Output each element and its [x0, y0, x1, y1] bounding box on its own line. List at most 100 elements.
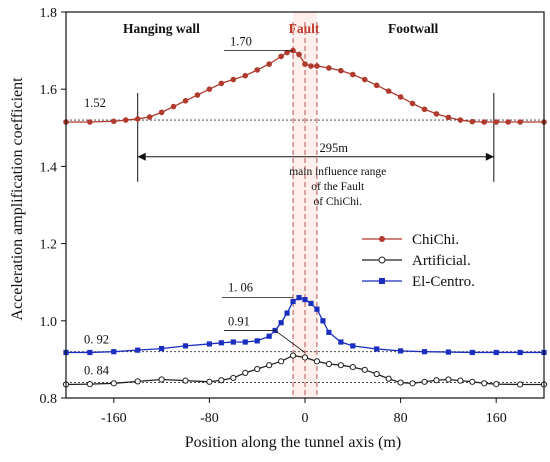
point-3-20: [320, 318, 326, 324]
point-2-26: [445, 376, 452, 383]
annotation-peak-elcentro: 1. 06: [228, 281, 253, 295]
point-3-4: [159, 345, 165, 352]
point-3-8: [230, 339, 236, 345]
influence-distance-label: 295m: [320, 141, 349, 155]
annotation-base-chichi: 1.52: [84, 96, 106, 110]
point-1-39: [517, 119, 523, 125]
point-2-4: [158, 376, 165, 383]
point-2-22: [397, 379, 404, 386]
point-2-15: [313, 358, 321, 365]
leader-0-91-d: [274, 330, 306, 353]
point-2-20: [373, 370, 380, 378]
point-1-5: [146, 114, 153, 120]
point-1-37: [493, 119, 500, 125]
point-1-1: [87, 119, 93, 125]
point-3-27: [445, 349, 451, 355]
y-tick-label: 1.0: [40, 315, 58, 330]
point-2-9: [242, 369, 249, 377]
point-2-1: [86, 381, 94, 388]
point-3-28: [469, 349, 475, 356]
point-2-25: [433, 377, 440, 384]
point-1-38: [505, 119, 511, 125]
point-3-1: [87, 349, 93, 356]
point-1-2: [111, 118, 117, 125]
point-3-10: [254, 338, 260, 344]
point-3-21: [326, 329, 332, 335]
legend: ChiChi. Artificial. El-Centro.: [362, 232, 475, 290]
point-1-29: [397, 94, 404, 100]
point-1-31: [421, 106, 428, 113]
point-2-17: [337, 362, 344, 369]
point-1-34: [457, 117, 464, 123]
influence-arrow-right: [485, 152, 494, 161]
y-tick-label: 1.6: [40, 83, 58, 98]
point-2-29: [481, 380, 488, 387]
point-3-30: [517, 349, 523, 356]
footwall-label: Footwall: [388, 21, 438, 36]
point-2-13: [289, 352, 297, 359]
influence-note-line: main influence range: [289, 166, 386, 178]
point-3-5: [182, 343, 189, 349]
fault-label: Fault: [289, 21, 320, 36]
point-2-30: [493, 381, 500, 388]
point-1-36: [481, 119, 488, 125]
point-3-7: [218, 340, 224, 346]
point-1-13: [242, 72, 249, 79]
point-2-16: [325, 360, 332, 368]
point-3-2: [111, 349, 117, 355]
point-1-6: [158, 109, 165, 116]
point-1-4: [134, 116, 141, 122]
point-1-33: [445, 114, 452, 121]
hanging-wall-label: Hanging wall: [123, 21, 200, 36]
influence-note-line: of the Fault: [311, 181, 365, 193]
y-axis-title: Acceleration amplification coefficient: [9, 77, 26, 321]
point-1-10: [206, 86, 213, 92]
point-2-12: [278, 358, 285, 365]
point-3-3: [135, 347, 141, 353]
point-1-14: [254, 67, 260, 73]
axes: -160 -80 0 80 160 0.8 1.0 1.2 1.4 1.6 1.8 Position …: [9, 6, 545, 451]
annotation-base-elcentro: 0. 92: [84, 333, 109, 347]
point-3-25: [398, 348, 404, 354]
point-2-3: [134, 378, 141, 385]
point-1-23: [326, 65, 332, 71]
point-3-11: [266, 333, 272, 339]
point-2-31: [517, 381, 524, 388]
x-tick-label: -80: [200, 411, 219, 426]
point-3-29: [493, 349, 499, 356]
legend-swatch-marker-1: [379, 236, 385, 242]
point-3-9: [242, 339, 248, 345]
point-2-10: [254, 365, 261, 373]
annotation-base-artificial: 0. 84: [84, 364, 110, 378]
point-1-11: [218, 80, 225, 87]
point-2-18: [349, 364, 356, 371]
point-2-28: [469, 378, 476, 385]
y-tick-label: 1.4: [40, 160, 58, 175]
point-2-5: [182, 377, 189, 384]
point-1-16: [278, 53, 284, 60]
point-3-26: [421, 349, 428, 355]
point-2-6: [206, 378, 213, 385]
point-1-35: [469, 118, 476, 125]
point-1-19: [296, 51, 302, 58]
point-1-20: [302, 61, 308, 67]
point-3-16: [296, 295, 302, 301]
point-2-11: [266, 362, 273, 369]
point-1-25: [350, 71, 356, 78]
point-1-17: [284, 49, 290, 56]
point-1-30: [409, 100, 416, 107]
x-tick-label: 0: [302, 411, 309, 426]
series-line-3: [66, 296, 544, 354]
x-tick-label: -160: [101, 411, 127, 426]
legend-swatch-marker-3: [379, 278, 385, 284]
point-1-8: [182, 97, 189, 104]
point-3-15: [290, 298, 296, 305]
y-tick-label: 1.2: [40, 238, 58, 253]
annotation-peak-artificial: 0.91: [228, 314, 250, 328]
y-tick-label: 1.8: [40, 6, 58, 21]
point-2-21: [385, 375, 392, 382]
legend-label: ChiChi.: [412, 232, 459, 248]
point-2-8: [230, 374, 237, 382]
point-1-27: [373, 82, 380, 89]
